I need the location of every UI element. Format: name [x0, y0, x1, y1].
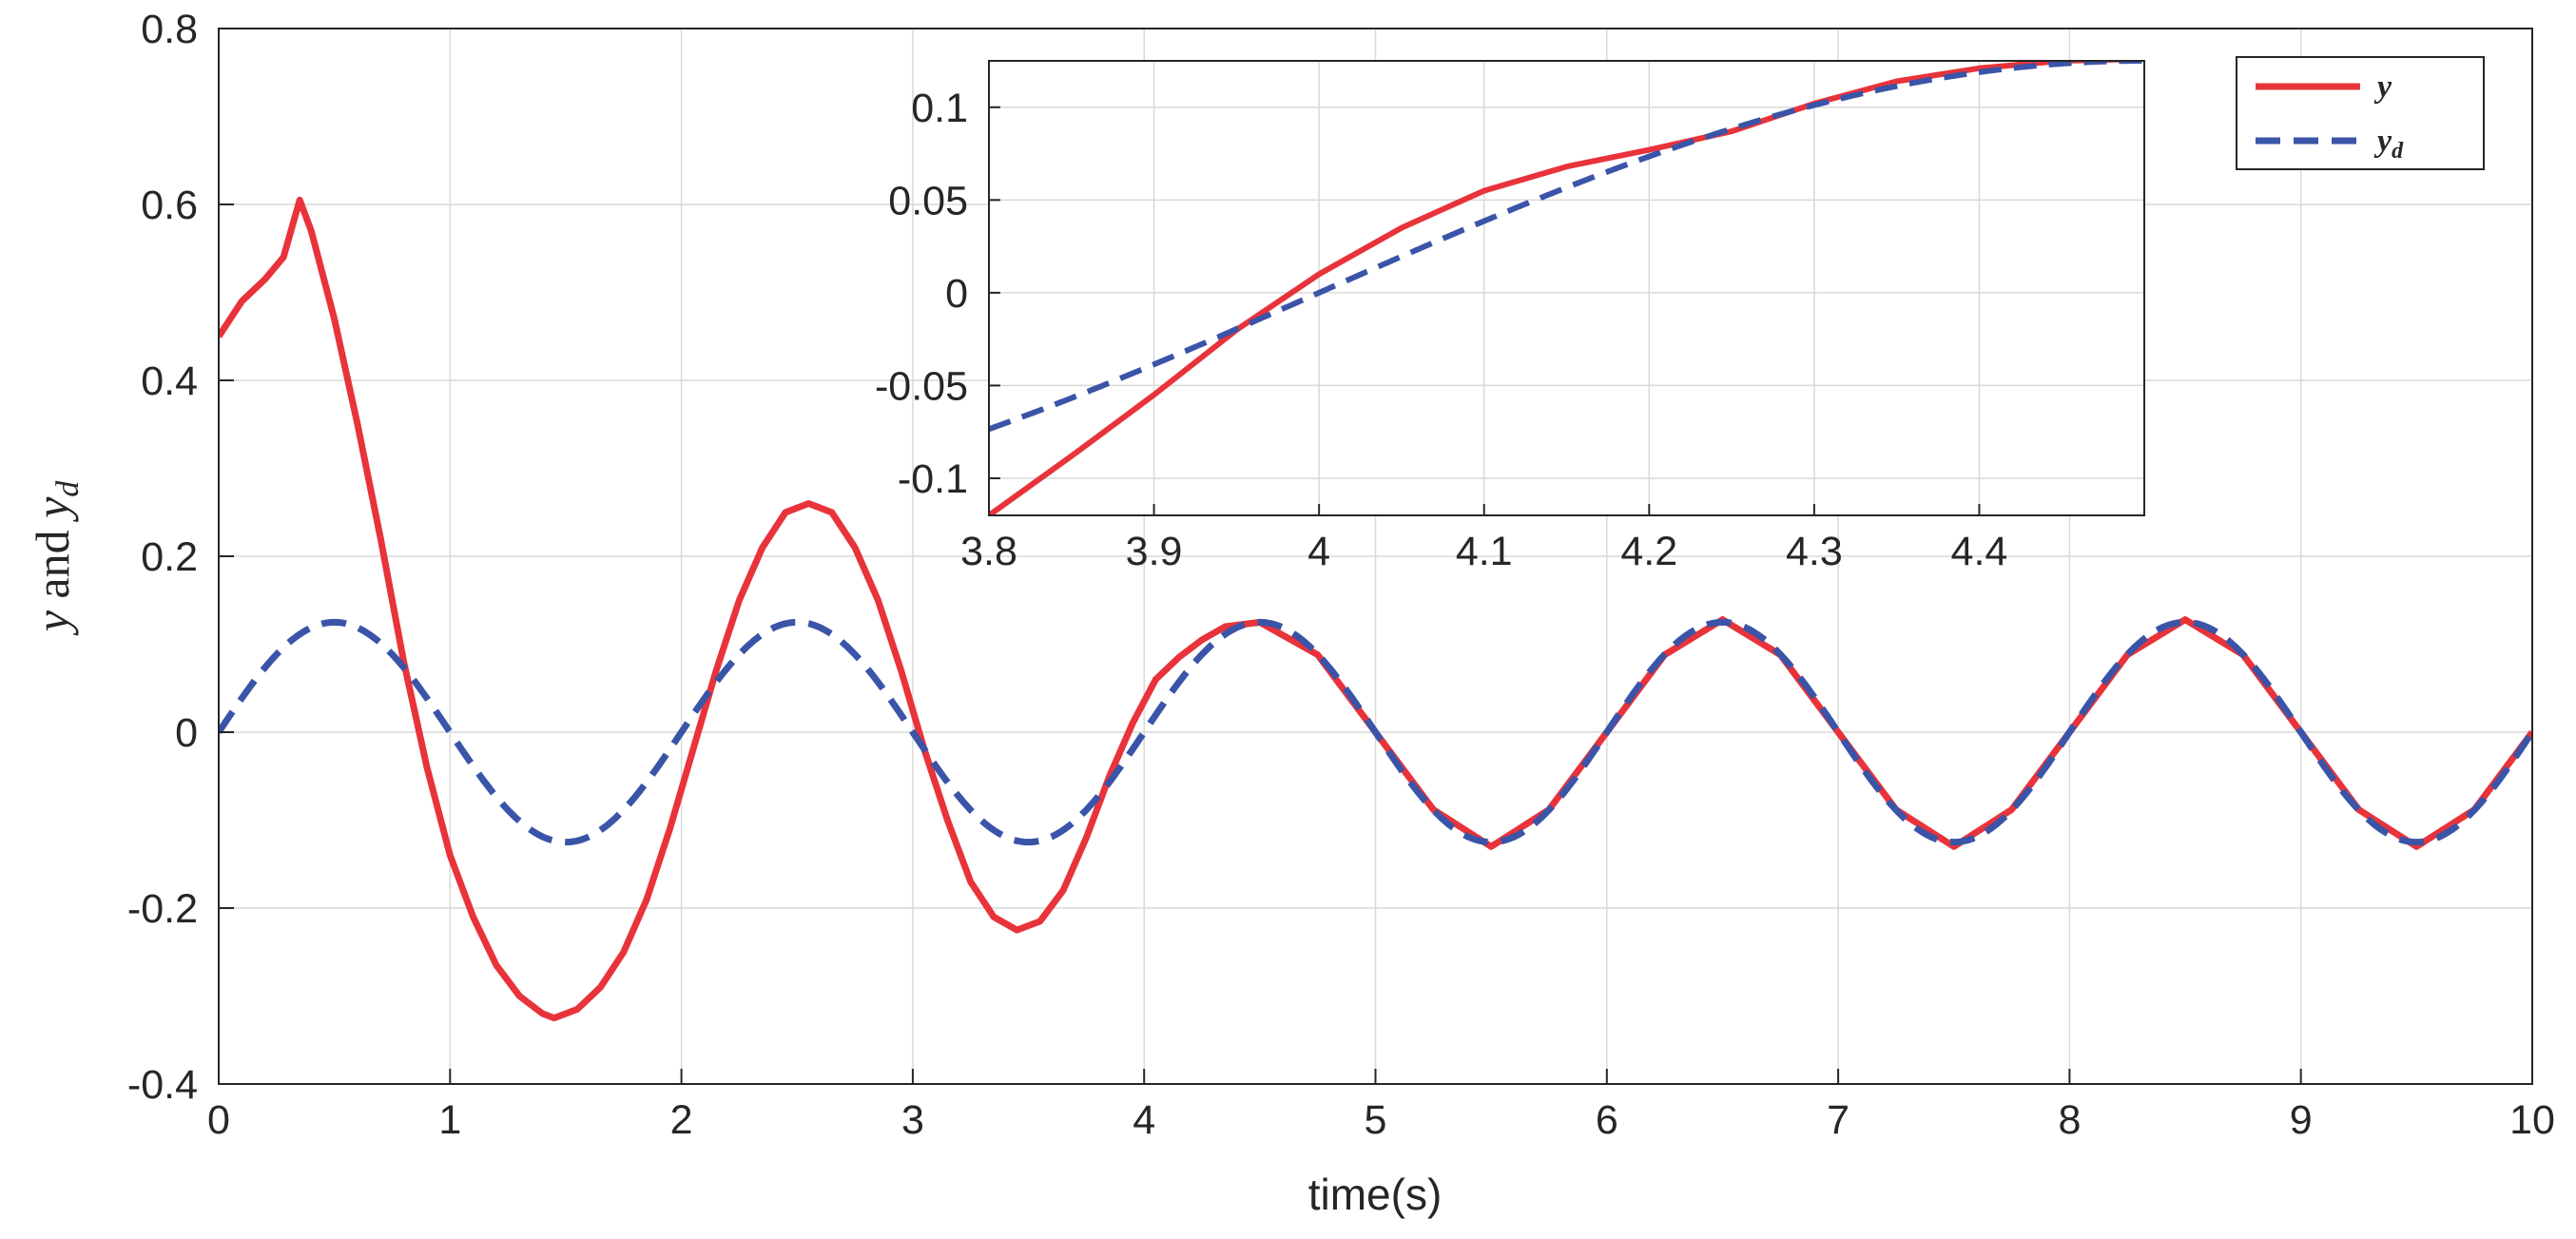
main-x-tick-label: 8: [2058, 1097, 2081, 1143]
inset-x-tick-label: 3.9: [1126, 529, 1183, 574]
y-axis-label-and: and: [26, 518, 79, 610]
legend-box: [2236, 56, 2485, 170]
main-ticks: [218, 28, 2533, 1085]
inset-x-tick-label: 4.1: [1456, 529, 1513, 574]
main-y-tick-label: -0.2: [127, 886, 198, 932]
y-axis-label-yd-subscript: d: [50, 480, 86, 497]
main-x-tick-label: 1: [438, 1097, 461, 1143]
main-y-tick-label: 0.6: [141, 183, 198, 228]
main-x-tick-label: 4: [1133, 1097, 1155, 1143]
legend-label-yd: yd: [2373, 124, 2404, 164]
main-x-tick-label: 6: [1596, 1097, 1618, 1143]
inset-series-y-line: [989, 61, 2144, 515]
inset-y-tick-label: 0: [945, 271, 968, 317]
inset-y-tick-label: -0.05: [875, 363, 968, 409]
inset-x-tick-label: 4: [1307, 529, 1330, 574]
y-axis-label-yd: y: [26, 496, 79, 523]
main-tick-labels: 0 1 2 3 4 5 6 7 8 9 10 -0.4 -0.2 0 0.2 0.4 0.6 0.8: [127, 7, 2555, 1143]
inset-grid: [988, 61, 2144, 515]
inset-x-tick-label: 4.2: [1620, 529, 1677, 574]
legend-label-yd-subscript: d: [2392, 139, 2404, 164]
legend-label-y-main: y: [2373, 69, 2392, 105]
inset-tick-labels: 3.8 3.9 4 4.1 4.2 4.3 4.4 -0.1 -0.05 0 0.05 0.1: [875, 86, 2007, 574]
main-x-tick-label: 0: [207, 1097, 230, 1143]
y-axis-label: y and yd: [26, 480, 86, 637]
inset-lines: [989, 61, 2144, 515]
main-x-tick-label: 5: [1365, 1097, 1387, 1143]
inset-x-tick-label: 4.4: [1951, 529, 2008, 574]
main-x-tick-label: 9: [2290, 1097, 2313, 1143]
inset-axes-box: [988, 60, 2145, 516]
main-x-tick-label: 7: [1827, 1097, 1850, 1143]
legend-label-y: y: [2373, 69, 2392, 105]
inset-ticks: [988, 106, 1981, 515]
inset-plot-area: [989, 61, 2144, 515]
inset-series-yd-line: [989, 61, 2144, 433]
main-y-tick-label: 0.4: [141, 358, 198, 404]
main-y-tick-label: -0.4: [127, 1062, 198, 1108]
y-axis-label-y: y: [26, 610, 79, 636]
main-x-tick-label: 3: [901, 1097, 924, 1143]
main-x-tick-label: 10: [2509, 1097, 2555, 1143]
inset-x-tick-label: 4.3: [1786, 529, 1843, 574]
x-axis-label: time(s): [1308, 1170, 1443, 1219]
legend-label-yd-main: y: [2373, 124, 2392, 159]
inset-x-tick-label: 3.8: [960, 529, 1017, 574]
main-series-yd-line: [219, 618, 2532, 846]
main-y-tick-label: 0: [175, 710, 198, 756]
legend: y yd: [2236, 56, 2485, 170]
inset-axes: 3.8 3.9 4 4.1 4.2 4.3 4.4 -0.1 -0.05 0 0.05 0.1: [875, 60, 2145, 574]
inset-y-tick-label: 0.05: [888, 178, 968, 223]
inset-y-tick-label: -0.1: [898, 456, 968, 502]
main-y-tick-label: 0.2: [141, 534, 198, 580]
main-x-tick-label: 2: [670, 1097, 693, 1143]
main-y-tick-label: 0.8: [141, 7, 198, 52]
inset-y-tick-label: 0.1: [911, 86, 968, 131]
main-lines: [219, 196, 2532, 1022]
